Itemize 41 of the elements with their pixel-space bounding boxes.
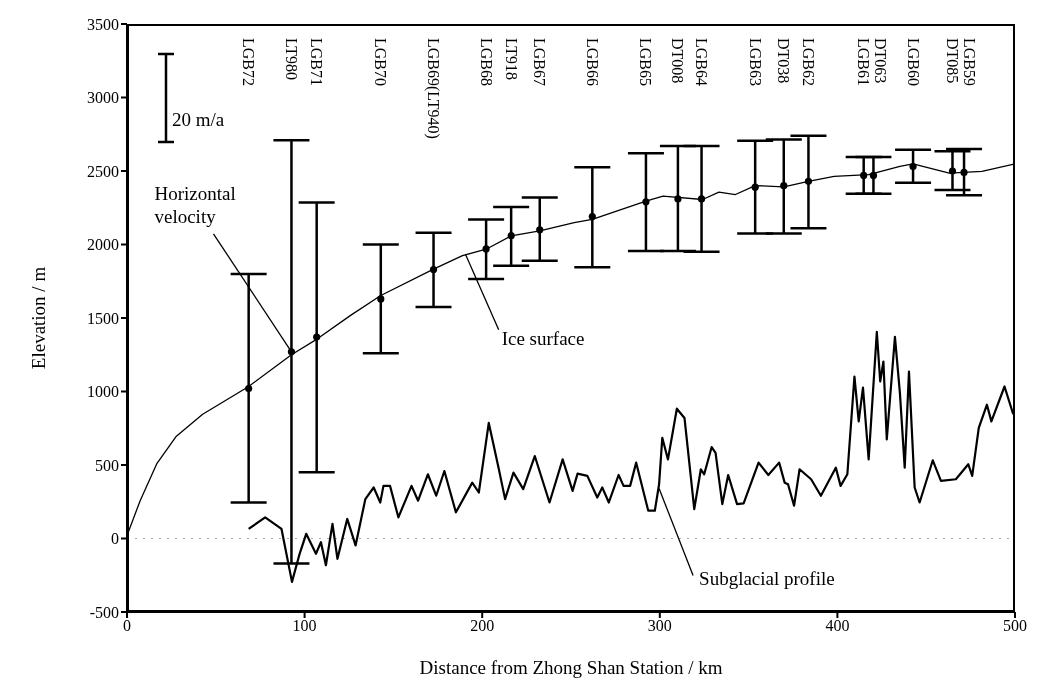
annotation: Subglacial profile <box>699 567 835 589</box>
annotation: LGB68 <box>477 38 495 86</box>
annotation: LGB71 <box>308 38 326 86</box>
y-tick-label: 3000 <box>87 89 119 107</box>
x-tick-label: 0 <box>123 617 131 635</box>
annotation: DT063 <box>872 38 890 84</box>
y-tick-label: 500 <box>95 456 119 474</box>
annotation: LGB70 <box>372 38 390 86</box>
y-tick-label: -500 <box>89 603 119 621</box>
annotation: 20 m/a <box>172 109 225 130</box>
x-tick-label: 200 <box>470 617 495 635</box>
annotation: DT008 <box>669 38 687 84</box>
y-axis-title: Elevation / m <box>27 266 49 370</box>
annotation: LGB62 <box>799 38 817 86</box>
annotation: DT038 <box>775 38 793 84</box>
annotation: LGB64 <box>693 38 711 86</box>
y-tick-label: 0 <box>111 530 119 548</box>
x-tick-label: 100 <box>292 617 317 635</box>
y-tick-label: 1500 <box>87 309 119 327</box>
annotation: LGB59 <box>960 38 978 86</box>
y-tick-label: 2000 <box>87 236 119 254</box>
annotation: LGB66 <box>583 38 601 86</box>
annotation: Ice surface <box>501 327 585 349</box>
annotation: LGB65 <box>637 38 655 86</box>
annotation: Horizontal velocity <box>154 182 236 227</box>
y-tick-label: 3500 <box>87 15 119 33</box>
annotation: LGB61 <box>855 38 873 86</box>
annotation: LGB60 <box>904 38 922 86</box>
annotation: LT918 <box>502 38 520 81</box>
annotation: LGB72 <box>240 38 258 86</box>
annotation: LT980 <box>282 38 300 81</box>
x-tick-label: 400 <box>825 617 850 635</box>
y-tick-label: 1000 <box>87 383 119 401</box>
annotation: DT085 <box>943 38 961 84</box>
x-tick-label: 500 <box>1003 617 1027 635</box>
x-axis-title: Distance from Zhong Shan Station / km <box>419 657 723 678</box>
y-tick-label: 2500 <box>87 162 119 180</box>
annotation: LGB69(LT940) <box>424 38 443 139</box>
annotation: LGB63 <box>746 38 764 86</box>
annotation: LGB67 <box>531 38 549 86</box>
x-tick-label: 300 <box>647 617 672 635</box>
